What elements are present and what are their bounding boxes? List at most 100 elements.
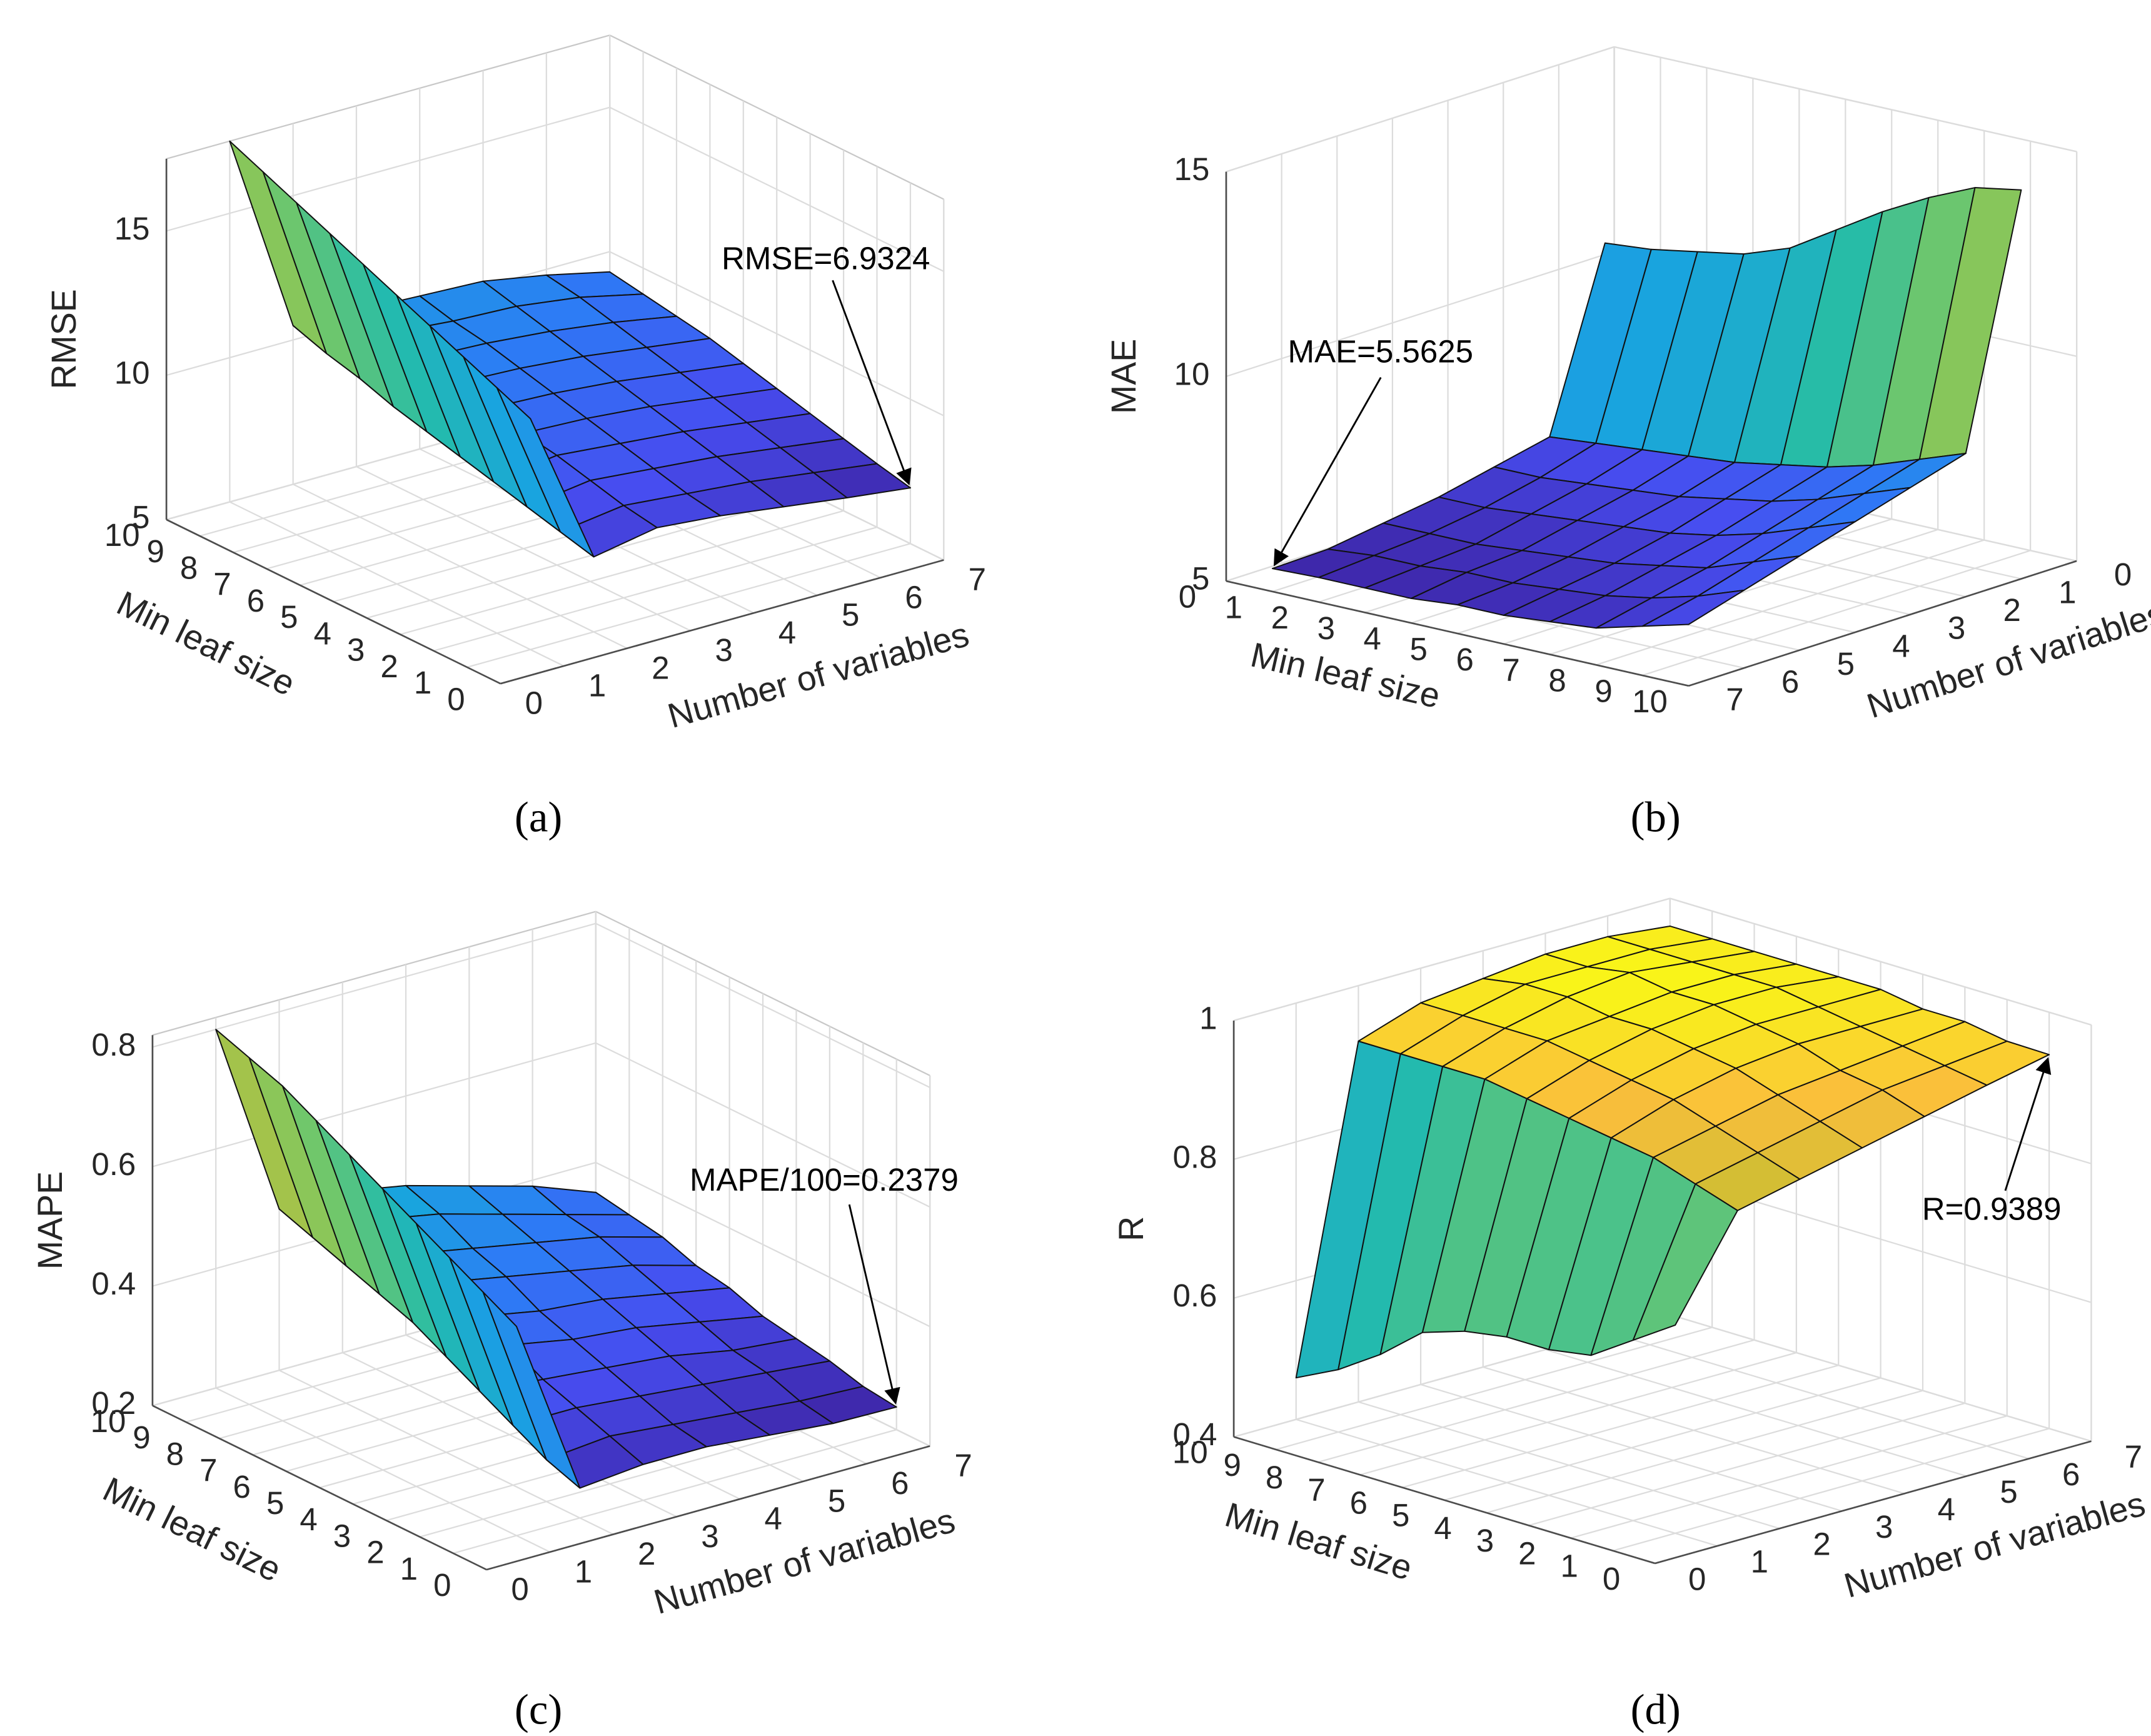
x-tick-label: 7 bbox=[1726, 682, 1743, 717]
grid-line bbox=[609, 251, 944, 416]
annotation-arrow bbox=[1273, 376, 1382, 567]
y-tick-label: 6 bbox=[247, 583, 264, 618]
surface-patch bbox=[496, 387, 595, 558]
x-tick-label: 6 bbox=[891, 1465, 909, 1501]
box-edge bbox=[152, 911, 597, 1036]
x-tick-label: 7 bbox=[969, 562, 986, 597]
y-axis-line bbox=[152, 1405, 487, 1571]
z-tick-label: 15 bbox=[114, 211, 150, 246]
x-tick-label: 6 bbox=[905, 579, 922, 615]
x-tick-label: 4 bbox=[778, 615, 796, 650]
y-tick-label: 2 bbox=[1518, 1535, 1536, 1571]
surface-patch bbox=[1632, 1183, 1738, 1341]
grid-line bbox=[595, 922, 930, 1088]
grid-line bbox=[1226, 251, 1615, 377]
annotation-text: R=0.9389 bbox=[1922, 1191, 2062, 1227]
z-tick-label: 0.6 bbox=[91, 1146, 136, 1182]
annotation-text: MAPE/100=0.2379 bbox=[690, 1162, 959, 1198]
x-axis-line bbox=[1655, 1440, 2092, 1565]
box-edge bbox=[609, 34, 944, 200]
y-tick-label: 9 bbox=[133, 1420, 150, 1455]
grid-line bbox=[1642, 550, 2031, 677]
z-tick-label: 5 bbox=[1192, 561, 1209, 597]
grid-line bbox=[1613, 1428, 2050, 1552]
y-tick-label: 3 bbox=[347, 632, 365, 668]
z-axis-title: MAPE bbox=[31, 1171, 69, 1269]
y-tick-label: 3 bbox=[333, 1518, 351, 1553]
z-axis-title: RMSE bbox=[44, 289, 83, 389]
x-tick-label: 4 bbox=[1892, 628, 1910, 664]
y-tick-label: 4 bbox=[1434, 1510, 1451, 1546]
y-tick-label: 1 bbox=[414, 665, 431, 700]
x-tick-label: 4 bbox=[765, 1501, 782, 1537]
x-tick-label: 6 bbox=[1781, 664, 1799, 699]
y-tick-label: 5 bbox=[1392, 1498, 1409, 1533]
y-axis-line bbox=[1226, 580, 1689, 687]
panel-label: (d) bbox=[1631, 1685, 1681, 1733]
y-tick-label: 2 bbox=[366, 1535, 384, 1570]
y-tick-label: 0 bbox=[433, 1567, 451, 1603]
annotation-arrow bbox=[848, 1204, 900, 1405]
x-tick-label: 1 bbox=[1751, 1544, 1768, 1580]
grid-line bbox=[1276, 1326, 1713, 1450]
grid-line bbox=[1402, 1365, 1839, 1488]
z-tick-label: 0.6 bbox=[1173, 1278, 1217, 1313]
z-tick-label: 15 bbox=[1174, 151, 1210, 187]
y-axis-line bbox=[166, 518, 501, 685]
grid-line bbox=[400, 510, 844, 635]
y-tick-label: 7 bbox=[199, 1453, 217, 1488]
grid-line bbox=[433, 526, 877, 652]
grid-line bbox=[1317, 1339, 1755, 1463]
annotation-arrow bbox=[2004, 1057, 2052, 1191]
grid-line bbox=[1233, 897, 1671, 1022]
y-tick-label: 10 bbox=[91, 1403, 126, 1439]
x-tick-label: 0 bbox=[2114, 557, 2132, 592]
x-axis-line bbox=[500, 559, 944, 685]
grid-line bbox=[1670, 897, 2092, 1026]
x-tick-label: 0 bbox=[525, 685, 543, 721]
grid-line bbox=[152, 1042, 597, 1168]
x-tick-label: 3 bbox=[715, 632, 732, 668]
y-tick-label: 0 bbox=[1603, 1561, 1620, 1597]
x-axis-line bbox=[486, 1445, 930, 1571]
y-tick-label: 0 bbox=[447, 681, 465, 717]
panel-label: (a) bbox=[515, 793, 562, 840]
y-tick-label: 10 bbox=[104, 517, 140, 553]
z-tick-label: 5 bbox=[132, 499, 149, 535]
grid-line bbox=[1670, 1314, 2092, 1442]
x-tick-label: 5 bbox=[828, 1483, 845, 1518]
y-tick-label: 7 bbox=[1307, 1472, 1325, 1508]
annotation-arrow bbox=[832, 280, 912, 486]
grid-line bbox=[1549, 528, 1938, 655]
grid-line bbox=[420, 1412, 864, 1538]
y-tick-label: 10 bbox=[1632, 684, 1668, 719]
x-tick-label: 0 bbox=[1688, 1562, 1706, 1597]
z-axis-title: R bbox=[1112, 1216, 1151, 1241]
y-tick-label: 1 bbox=[400, 1551, 418, 1587]
y-tick-label: 6 bbox=[1456, 642, 1473, 677]
y-tick-label: 8 bbox=[166, 1436, 184, 1471]
grid-line bbox=[595, 1161, 930, 1328]
grid-line bbox=[1486, 1390, 1923, 1514]
y-tick-label: 8 bbox=[180, 550, 198, 585]
grid-line bbox=[1528, 1402, 1965, 1527]
y-tick-label: 1 bbox=[1225, 589, 1242, 625]
x-tick-label: 7 bbox=[2125, 1439, 2142, 1475]
annotation-text: RMSE=6.9324 bbox=[722, 241, 930, 276]
y-tick-label: 8 bbox=[1548, 663, 1566, 699]
y-tick-label: 8 bbox=[1266, 1460, 1283, 1495]
x-tick-label: 7 bbox=[954, 1448, 972, 1483]
z-tick-label: 0.4 bbox=[91, 1266, 136, 1301]
x-tick-label: 5 bbox=[842, 597, 859, 633]
z-tick-label: 10 bbox=[114, 355, 150, 391]
y-tick-label: 7 bbox=[1502, 652, 1519, 688]
y-tick-label: 4 bbox=[1364, 621, 1381, 657]
grid-line bbox=[466, 543, 911, 669]
y-tick-label: 5 bbox=[280, 599, 298, 635]
y-tick-label: 7 bbox=[213, 567, 231, 602]
y-tick-label: 10 bbox=[1172, 1435, 1208, 1470]
x-tick-label: 2 bbox=[638, 1536, 655, 1572]
grid-line bbox=[1444, 1377, 1881, 1501]
y-tick-label: 2 bbox=[380, 648, 398, 684]
